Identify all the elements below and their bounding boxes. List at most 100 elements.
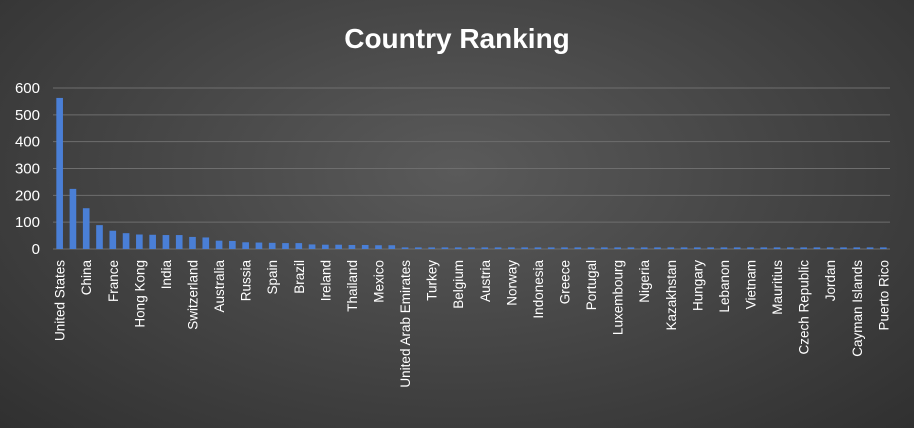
bar [322, 244, 329, 249]
bar [229, 240, 236, 249]
x-tick-label: United Arab Emirates [398, 260, 413, 388]
bar [547, 247, 555, 249]
y-tick-label: 100 [15, 214, 40, 231]
x-tick-label: Mauritius [770, 260, 785, 315]
x-tick-label: Vietnam [744, 260, 759, 309]
bar [667, 247, 675, 249]
x-tick-label: Nigeria [637, 260, 652, 303]
bar [640, 247, 648, 249]
y-tick-label: 200 [15, 187, 40, 204]
bar [760, 247, 768, 249]
bar [454, 247, 462, 249]
bar [348, 244, 356, 249]
x-tick-label: China [79, 260, 94, 296]
bar [627, 247, 635, 249]
bar [481, 247, 489, 249]
x-tick-label: Switzerland [186, 260, 201, 330]
y-tick-label: 500 [15, 107, 40, 124]
bar [69, 188, 77, 249]
bar [255, 242, 263, 249]
x-tick-label: Indonesia [531, 260, 546, 319]
bar [494, 247, 502, 249]
bar [840, 247, 847, 249]
bar [295, 243, 303, 249]
bar [308, 244, 316, 249]
bar [96, 225, 103, 249]
x-tick-label: Hong Kong [132, 260, 147, 328]
bar [468, 247, 475, 249]
bar [242, 242, 249, 249]
bar [521, 247, 528, 249]
bar [587, 247, 595, 249]
x-tick-label: Turkey [425, 260, 440, 301]
x-tick-label: Portugal [584, 260, 599, 310]
x-tick-label: Greece [558, 260, 573, 304]
bar [149, 234, 156, 249]
bar [375, 245, 382, 249]
bar [561, 247, 568, 249]
bar [401, 247, 409, 249]
bar [82, 208, 90, 249]
bar [441, 247, 449, 249]
bar [614, 247, 621, 249]
bar [122, 233, 130, 249]
x-tick-label: Russia [239, 260, 254, 302]
x-tick-label: Cayman Islands [850, 260, 865, 357]
bar [215, 240, 223, 249]
bar [335, 244, 342, 249]
x-tick-label: Puerto Rico [876, 260, 891, 331]
y-tick-label: 300 [15, 161, 40, 178]
x-tick-label: Kazakhstan [664, 260, 679, 331]
bar [853, 247, 861, 249]
bar [415, 247, 422, 249]
gridlines [53, 87, 890, 250]
bar [747, 247, 754, 249]
x-tick-label: Lebanon [717, 260, 732, 313]
bar [880, 247, 887, 249]
x-tick-label: Belgium [451, 260, 466, 309]
bar [136, 234, 143, 249]
x-tick-label: Luxembourg [611, 260, 626, 335]
y-axis: 0 100 200 300 400 500 600 [15, 80, 40, 258]
bar [733, 247, 741, 249]
bar [826, 247, 834, 249]
bar [268, 242, 276, 249]
x-tick-label: Brazil [292, 260, 307, 294]
x-tick-label: Mexico [372, 260, 387, 303]
bar [56, 97, 63, 249]
bar [720, 247, 728, 249]
bar [282, 243, 289, 249]
bar [175, 235, 183, 249]
x-tick-label: Australia [212, 260, 227, 313]
x-tick-label: Austria [478, 260, 493, 303]
bar [574, 247, 582, 249]
bar [680, 247, 688, 249]
x-tick-label: Czech Republic [797, 260, 812, 355]
bar [813, 247, 821, 249]
x-tick-label: Ireland [318, 260, 333, 301]
bar [534, 247, 542, 249]
x-axis: United States China France Hong Kong India Sw… [53, 260, 892, 388]
bar [866, 247, 874, 249]
bar [773, 247, 781, 249]
x-tick-label: United States [53, 260, 68, 341]
bar [508, 247, 515, 249]
x-tick-label: Hungary [690, 260, 705, 311]
x-tick-label: Thailand [345, 260, 360, 312]
y-tick-label: 400 [15, 134, 40, 151]
x-tick-label: India [159, 260, 174, 290]
bar [601, 247, 608, 249]
bar [694, 247, 701, 249]
bar [388, 245, 396, 249]
x-tick-label: Spain [265, 260, 280, 295]
bar [428, 247, 435, 249]
y-tick-label: 0 [32, 241, 40, 258]
bars [56, 97, 887, 249]
x-tick-label: Jordan [823, 260, 838, 301]
chart-title: Country Ranking [344, 23, 570, 54]
bar [361, 244, 369, 249]
x-tick-label: France [106, 260, 121, 302]
bar [189, 236, 196, 249]
y-tick-label: 600 [15, 80, 40, 97]
